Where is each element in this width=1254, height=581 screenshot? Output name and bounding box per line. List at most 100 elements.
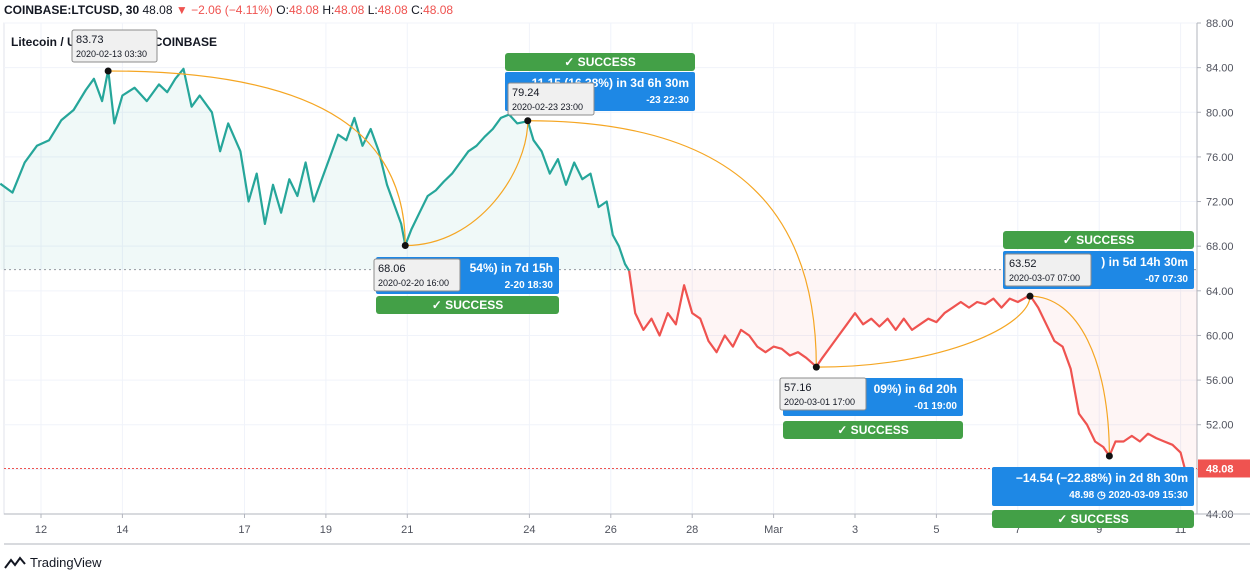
y-tick-label: 60.00 xyxy=(1206,330,1234,342)
x-tick-label: 28 xyxy=(686,524,698,536)
tooltip-price: 63.52 xyxy=(1009,258,1037,270)
close-label: C: xyxy=(411,3,424,17)
x-tick-label: 14 xyxy=(116,524,128,536)
tooltip-price: 57.16 xyxy=(784,382,812,394)
success-badge-box xyxy=(783,421,963,439)
tradingview-branding[interactable]: TradingView xyxy=(4,555,102,570)
success-badge: ✓ SUCCESS xyxy=(992,510,1194,528)
y-tick-label: 52.00 xyxy=(1206,420,1234,432)
tooltip-box xyxy=(71,29,158,63)
tooltip-price: 68.06 xyxy=(378,263,406,275)
open-value: 48.08 xyxy=(288,3,319,17)
symbol-label: COINBASE:LTCUSD, 30 xyxy=(4,3,140,17)
measure-label-line1: ) in 5d 14h 30m xyxy=(1101,255,1188,269)
success-badge-text: ✓ SUCCESS xyxy=(432,298,503,312)
measure-label-line2: -23 22:30 xyxy=(646,95,689,106)
y-tick-label: 76.00 xyxy=(1206,152,1234,164)
branding-text: TradingView xyxy=(30,555,102,570)
pivot-marker xyxy=(812,363,820,371)
tooltip-box xyxy=(507,82,595,116)
x-tick-label: 24 xyxy=(523,524,535,536)
success-badge: ✓ SUCCESS xyxy=(1003,231,1194,249)
success-badge: ✓ SUCCESS xyxy=(376,296,559,314)
tradingview-logo-icon xyxy=(4,555,26,569)
measure-label-line1: 54%) in 7d 15h xyxy=(470,261,553,275)
pivot-marker xyxy=(104,67,112,75)
low-value: 48.08 xyxy=(377,3,408,17)
chart-header: COINBASE:LTCUSD, 30 48.08 ▼ −2.06 (−4.11… xyxy=(4,3,453,17)
high-value: 48.08 xyxy=(334,3,365,17)
y-tick-label: 68.00 xyxy=(1206,241,1234,253)
tooltip-date: 2020-02-20 16:00 xyxy=(378,278,449,288)
pivot-marker xyxy=(1105,452,1113,460)
projection-arc xyxy=(816,296,1031,368)
measure-label-line2: -01 19:00 xyxy=(914,401,957,412)
success-badge: ✓ SUCCESS xyxy=(505,53,695,71)
measure-label: −14.54 (−22.88%) in 2d 8h 30m 48.98 ◷ 202… xyxy=(992,467,1194,506)
x-tick-label: 21 xyxy=(401,524,413,536)
close-value: 48.08 xyxy=(423,3,454,17)
projection-arc xyxy=(527,120,817,368)
last-price-text: 48.08 xyxy=(1206,463,1234,475)
x-tick-label: 11 xyxy=(1175,524,1186,536)
price-series-line xyxy=(0,67,631,272)
y-tick-label: 64.00 xyxy=(1206,286,1234,298)
y-tick-label: 44.00 xyxy=(1206,509,1234,521)
tooltip-box xyxy=(1004,253,1092,287)
open-label: O: xyxy=(276,3,289,17)
success-badge-text: ✓ SUCCESS xyxy=(837,423,908,437)
y-tick-label: 72.00 xyxy=(1206,197,1234,209)
tooltip-price: 83.73 xyxy=(76,34,104,46)
pivot-marker xyxy=(401,242,409,250)
measure-label-line2: 48.98 ◷ 2020-03-09 15:30 xyxy=(1069,490,1188,501)
x-tick-label: 5 xyxy=(933,524,939,536)
series-area-fill xyxy=(0,68,630,271)
x-tick-label: 19 xyxy=(320,524,332,536)
pivot-marker xyxy=(524,117,532,125)
success-badge-box xyxy=(505,53,695,71)
projection-arc xyxy=(1030,295,1110,456)
price-date-tooltip: 83.73 2020-02-13 03:30 xyxy=(71,29,158,63)
pivot-marker xyxy=(1026,292,1034,300)
x-tick-label: 12 xyxy=(35,524,47,536)
measure-label-line2: -07 07:30 xyxy=(1145,274,1188,285)
measure-label-box xyxy=(992,467,1194,506)
success-badge: ✓ SUCCESS xyxy=(783,421,963,439)
last-price-axis-label: 48.08 xyxy=(1198,459,1250,478)
high-label: H: xyxy=(322,3,335,17)
success-badge-text: ✓ SUCCESS xyxy=(1063,233,1134,247)
tooltip-date: 2020-02-13 03:30 xyxy=(76,49,147,59)
y-tick-label: 88.00 xyxy=(1206,18,1234,30)
success-badge-box xyxy=(992,510,1194,528)
down-arrow-icon: ▼ xyxy=(175,3,188,17)
last-price-box xyxy=(1198,459,1250,478)
measure-label-line2: 2-20 18:30 xyxy=(505,280,554,291)
x-tick-label: 9 xyxy=(1096,524,1102,536)
x-tick-label: Mar xyxy=(764,524,783,536)
low-label: L: xyxy=(367,3,378,17)
change-value: −2.06 (−4.11%) xyxy=(191,3,273,17)
tooltip-box xyxy=(779,377,867,411)
y-tick-label: 80.00 xyxy=(1206,107,1234,119)
tooltip-box xyxy=(373,258,461,292)
series-area-tail xyxy=(1184,269,1197,469)
success-badge-box xyxy=(376,296,559,314)
tooltip-date: 2020-03-01 17:00 xyxy=(784,397,855,407)
y-tick-label: 84.00 xyxy=(1206,63,1234,75)
x-tick-label: 3 xyxy=(852,524,858,536)
tooltip-date: 2020-03-07 07:00 xyxy=(1009,273,1080,283)
measure-label-line1: 09%) in 6d 20h xyxy=(874,382,957,396)
price-date-tooltip: 63.52 2020-03-07 07:00 xyxy=(1004,253,1092,287)
success-badge-text: ✓ SUCCESS xyxy=(1057,512,1128,526)
price-date-tooltip: 68.06 2020-02-20 16:00 xyxy=(373,258,461,292)
tooltip-price: 79.24 xyxy=(512,87,540,99)
y-tick-label: 56.00 xyxy=(1206,375,1234,387)
x-tick-label: 17 xyxy=(238,524,250,536)
tooltip-date: 2020-02-23 23:00 xyxy=(512,102,583,112)
measure-label-line1: −14.54 (−22.88%) in 2d 8h 30m xyxy=(1016,471,1188,485)
x-tick-label: 26 xyxy=(605,524,617,536)
last-price: 48.08 xyxy=(142,3,173,17)
projection-arc xyxy=(108,70,406,246)
success-badge-text: ✓ SUCCESS xyxy=(564,55,635,69)
